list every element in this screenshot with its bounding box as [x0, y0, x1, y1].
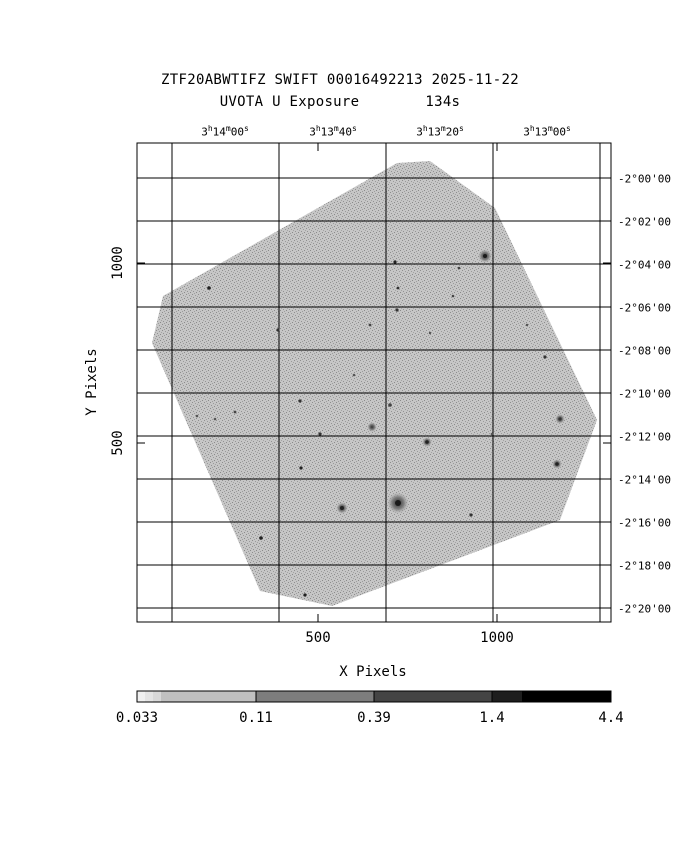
- ra-tick-label: 3h14m00s: [201, 124, 249, 139]
- colorbar-label: 4.4: [598, 710, 624, 726]
- x-axis-label: X Pixels: [339, 664, 407, 680]
- y-tick-label: 1000: [110, 246, 126, 280]
- source: [207, 286, 211, 290]
- source: [259, 536, 263, 540]
- source: [428, 331, 432, 335]
- source: [555, 462, 559, 466]
- source: [298, 399, 302, 403]
- source: [276, 328, 280, 332]
- filter-label: UVOTA U Exposure: [219, 94, 360, 110]
- dec-tick-label: -2°06'00: [618, 301, 671, 315]
- ra-tick-label: 3h13m20s: [416, 124, 464, 139]
- plot-frame: [136, 142, 612, 623]
- colorbar: [136, 690, 612, 703]
- dec-tick-label: -2°10'00: [618, 387, 671, 401]
- source: [352, 373, 356, 377]
- source: [490, 432, 494, 436]
- source: [367, 422, 377, 432]
- source: [318, 432, 322, 436]
- image-title: ZTF20ABWTIFZ SWIFT 00016492213 2025-11-2…: [161, 72, 519, 88]
- colorbar-label: 0.11: [239, 710, 273, 726]
- source: [388, 403, 392, 407]
- source: [395, 308, 399, 312]
- colorbar-label: 0.39: [357, 710, 391, 726]
- source: [303, 593, 307, 597]
- dec-tick-label: -2°16'00: [618, 516, 671, 530]
- ra-tick-label: 3h13m00s: [523, 124, 571, 139]
- source: [483, 254, 487, 258]
- source: [525, 323, 529, 327]
- sources: [195, 249, 565, 597]
- source: [213, 417, 217, 421]
- bright-source-core: [395, 500, 401, 506]
- source: [451, 294, 455, 298]
- source: [425, 440, 429, 444]
- x-tick-label: 500: [305, 630, 331, 646]
- dec-tick-label: -2°18'00: [618, 559, 671, 573]
- exposure-label: 134s: [425, 94, 461, 110]
- dec-tick-label: -2°02'00: [618, 215, 671, 229]
- x-tick-label: 1000: [480, 630, 514, 646]
- dec-tick-label: -2°08'00: [618, 344, 671, 358]
- coordinate-grid: [137, 143, 611, 622]
- colorbar-label: 0.033: [115, 710, 159, 726]
- source: [393, 260, 397, 264]
- source: [469, 513, 473, 517]
- colorbar-label: 1.4: [479, 710, 505, 726]
- exposure-field: [152, 161, 597, 606]
- dec-tick-label: -2°00'00: [618, 172, 671, 186]
- y-tick-label: 500: [110, 430, 126, 456]
- x-pixel-ticks: [137, 143, 611, 622]
- source: [233, 410, 237, 414]
- source: [368, 323, 372, 327]
- dec-tick-label: -2°12'00: [618, 430, 671, 444]
- dec-tick-label: -2°04'00: [618, 258, 671, 272]
- source: [457, 266, 461, 270]
- dec-tick-label: -2°20'00: [618, 602, 671, 616]
- dec-tick-label: -2°14'00: [618, 473, 671, 487]
- source: [396, 286, 400, 290]
- image-subtitle: UVOTA U Exposure 134s: [0, 94, 680, 110]
- ra-tick-label: 3h13m40s: [309, 124, 357, 139]
- source: [543, 355, 547, 359]
- source: [195, 414, 199, 418]
- y-axis-label: Y Pixels: [84, 348, 100, 416]
- source: [299, 466, 303, 470]
- source: [340, 506, 344, 510]
- source: [558, 417, 562, 421]
